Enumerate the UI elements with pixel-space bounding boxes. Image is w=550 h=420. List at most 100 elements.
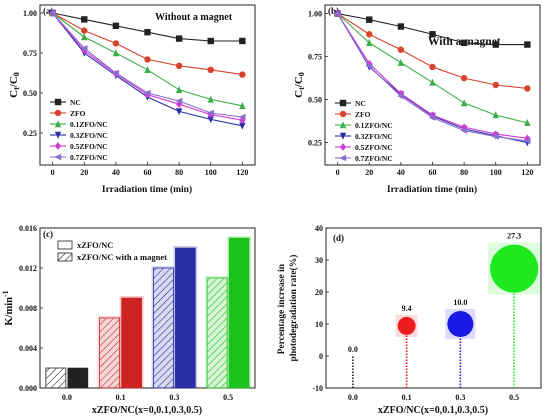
legend-label-4: 0.5ZFO/NC — [70, 142, 108, 151]
data-point — [239, 122, 246, 130]
bar-with-magnet — [152, 267, 174, 389]
data-point — [524, 85, 531, 92]
y-tick-label: 0.008 — [19, 304, 37, 313]
panel-b-series — [333, 9, 531, 147]
y-tick-label: 0 — [319, 352, 323, 361]
bar-with-magnet — [206, 277, 228, 389]
legend-label-5: 0.7ZFO/NC — [70, 153, 108, 162]
panel-a: (a) Without a magnet 0 20 40 60 80 100 120 0.2… — [8, 4, 256, 195]
x-tick-label: 100 — [490, 168, 502, 177]
x-tick-label: 0.0 — [62, 393, 72, 402]
legend-label-4: 0.5ZFO/NC — [355, 143, 393, 152]
panel-b-x-axis-label: Irradiation time (min) — [387, 184, 477, 195]
data-point — [175, 86, 183, 93]
y-tick-label: 0.25 — [23, 129, 37, 138]
data-point — [397, 23, 405, 30]
y-tick-label: 0.50 — [308, 96, 322, 105]
x-tick-label: 120 — [521, 168, 533, 177]
panel-a-label: (a) — [43, 6, 54, 16]
x-tick-label: 0.5 — [223, 393, 233, 402]
data-label: 0.0 — [348, 345, 358, 354]
legend-marker-3 — [339, 132, 347, 140]
legend-marker-4 — [54, 142, 62, 150]
x-tick-label: 20 — [80, 168, 88, 177]
panel-a-legend: NC ZFO 0.1ZFO/NC 0.3ZFO/NC 0.5ZFO/NC 0.7ZFO/N… — [50, 98, 108, 162]
legend-swatch-hatched — [57, 252, 73, 262]
legend-swatch-solid — [57, 240, 73, 250]
bar-with-magnet — [45, 367, 67, 389]
data-point — [366, 16, 373, 23]
y-tick-label: 30 — [315, 256, 323, 265]
data-point — [523, 137, 531, 145]
x-tick-label: 60 — [144, 168, 152, 177]
y-tick-label: 1.00 — [308, 10, 322, 19]
x-tick-label: 0 — [336, 168, 340, 177]
data-point — [239, 102, 246, 109]
y-tick-label: 0.012 — [19, 264, 37, 273]
data-point — [144, 29, 151, 36]
data-point — [175, 100, 183, 108]
legend-label-0: NC — [70, 98, 81, 107]
x-tick-label: 0.1 — [402, 393, 412, 402]
panel-d-frame — [325, 227, 542, 389]
panel-d-label: (d) — [333, 233, 344, 243]
panel-c-x-axis-label: xZFO/NC(x=0,0.1,0.3,0.5) — [92, 405, 202, 416]
data-label: 27.3 — [507, 232, 521, 241]
panel-a-y-ticks: 0.25 0.50 0.75 1.00 — [23, 9, 43, 138]
legend-marker-1 — [339, 110, 347, 118]
data-point — [80, 45, 88, 52]
panel-a-x-ticks: 0 20 40 60 80 100 120 — [51, 162, 248, 177]
panel-c-x-ticks: 0.0 0.1 0.3 0.5 — [62, 393, 233, 402]
panel-c-y-axis-label: K/min-1 — [1, 290, 15, 325]
data-point — [492, 41, 499, 48]
y-tick-label: 0.50 — [23, 89, 37, 98]
data-point — [175, 62, 183, 69]
legend-marker-4 — [339, 143, 347, 151]
panel-a-annotation: Without a magnet — [155, 12, 233, 23]
x-tick-label: 0.3 — [169, 393, 179, 402]
data-point — [239, 71, 246, 78]
y-tick-label: 0.000 — [19, 384, 37, 393]
panel-d-points: 0.0 9.4 10.0 27.3 — [348, 232, 541, 388]
data-point — [207, 37, 214, 45]
data-point — [175, 97, 183, 105]
x-tick-label: 40 — [397, 168, 405, 177]
panel-c-legend: xZFO/NC xZFO/NC with a magnet — [57, 240, 167, 262]
x-tick-label: 100 — [205, 168, 217, 177]
data-point — [207, 95, 214, 103]
y-tick-label: 0.016 — [19, 224, 37, 233]
legend-marker-3 — [54, 131, 62, 139]
y-tick-label: 20 — [315, 288, 323, 297]
panel-b: (b) With a magnet 0 20 40 60 80 100 120 0.250.… — [293, 4, 541, 195]
panel-c-label: (c) — [43, 229, 53, 239]
data-point — [524, 41, 531, 48]
x-tick-label: 20 — [365, 168, 373, 177]
legend-marker-5 — [339, 154, 347, 162]
data-point — [207, 116, 214, 124]
legend-label-solid: xZFO/NC — [77, 240, 113, 250]
data-point — [460, 39, 468, 47]
data-point — [366, 31, 373, 38]
panel-b-y-ticks: 0.25 0.50 0.75 1.00 — [308, 10, 328, 148]
data-point — [81, 33, 88, 41]
data-point — [492, 111, 499, 119]
x-tick-label: 0.3 — [455, 393, 465, 402]
data-point — [144, 66, 151, 73]
y-tick-label: 0.25 — [308, 139, 322, 148]
bubble-point — [490, 244, 539, 293]
y-tick-label: 0.004 — [19, 344, 37, 353]
data-point — [397, 58, 405, 66]
legend-label-3: 0.3ZFO/NC — [355, 132, 393, 141]
panel-c-y-ticks: 0.000 0.004 0.008 0.012 0.016 — [19, 224, 43, 393]
data-label: 10.0 — [453, 298, 467, 307]
legend-marker-0 — [54, 98, 62, 106]
bar-without-magnet — [175, 247, 196, 389]
legend-marker-5 — [54, 153, 62, 161]
svg-text:K/min-1: K/min-1 — [1, 290, 15, 325]
data-point — [112, 40, 120, 47]
panel-d-y-axis-label: Percentage increase in photodegradation … — [277, 255, 299, 362]
series-line-1 — [337, 13, 528, 89]
data-point — [524, 119, 531, 127]
